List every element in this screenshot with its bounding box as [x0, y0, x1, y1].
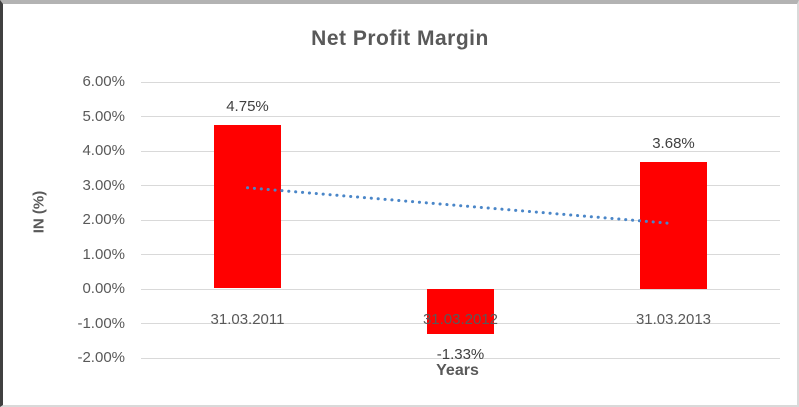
- data-label: 4.75%: [226, 97, 269, 115]
- y-axis-title: IN (%): [30, 190, 48, 234]
- gridline: [141, 150, 780, 152]
- gridline: [141, 357, 780, 359]
- y-axis-tick-label: 5.00%: [82, 107, 125, 125]
- category-label: 31.03.2011: [210, 310, 285, 328]
- category-label: 31.03.2012: [422, 310, 499, 328]
- gridline: [141, 219, 780, 221]
- gridline: [141, 81, 780, 83]
- bar[interactable]: [427, 288, 494, 335]
- chart-title: Net Profit Margin: [311, 27, 489, 50]
- bar[interactable]: [214, 124, 281, 289]
- category-label: 31.03.2013: [635, 310, 712, 328]
- y-axis-tick-label: 4.00%: [82, 142, 125, 159]
- x-axis-title: Years: [436, 362, 479, 379]
- trendline-layer: [246, 186, 675, 226]
- gridline: [141, 254, 780, 255]
- bar[interactable]: [640, 161, 707, 289]
- y-axis-tick-label: 2.00%: [82, 211, 125, 228]
- y-axis-tick-label: -1.00%: [77, 314, 125, 332]
- data-label: 3.68%: [652, 134, 695, 152]
- y-axis-tick-label: 6.00%: [82, 73, 125, 90]
- y-axis-tick-label: -2.00%: [77, 349, 125, 366]
- gridline: [141, 185, 780, 186]
- y-axis-tick-label: 1.00%: [82, 245, 125, 263]
- data-label: -1.33%: [436, 346, 485, 364]
- y-axis-tick-label: 3.00%: [82, 176, 125, 194]
- gridline: [141, 116, 780, 117]
- y-axis-tick-label: 0.00%: [82, 280, 125, 297]
- trendline[interactable]: [246, 186, 675, 226]
